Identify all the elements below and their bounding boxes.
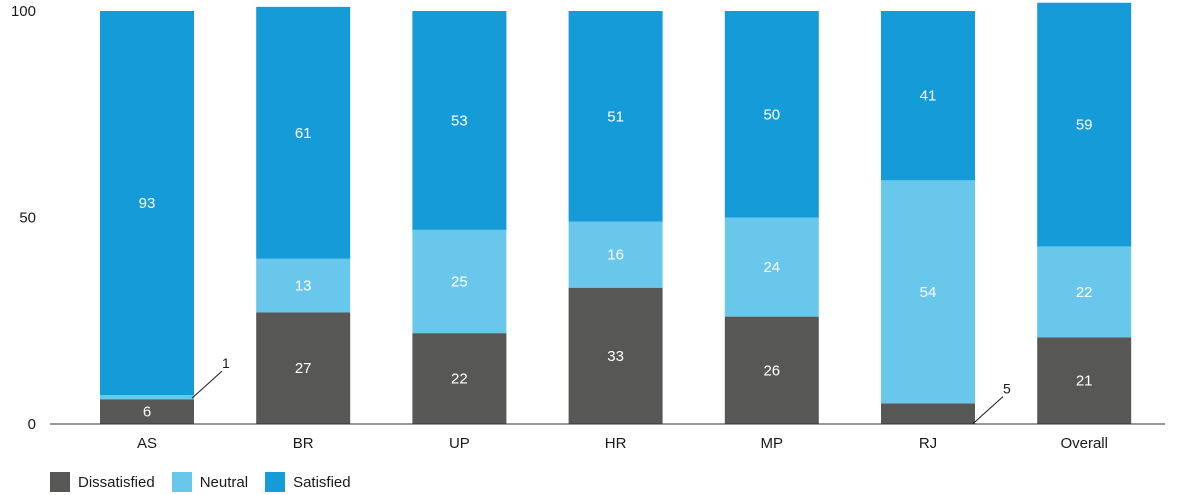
data-label: 26 — [763, 362, 780, 379]
data-label: 6 — [143, 404, 151, 421]
y-tick-label: 0 — [28, 416, 36, 433]
callouts: 15 — [191, 355, 1011, 425]
callout-leader-line — [191, 370, 223, 399]
data-label: 24 — [763, 259, 780, 276]
data-label: 61 — [295, 125, 312, 142]
bar-segment-dissatisfied-br — [256, 312, 351, 424]
x-tick-label: RJ — [919, 435, 937, 452]
x-tick-label: BR — [293, 435, 314, 452]
data-label: 59 — [1076, 117, 1093, 134]
x-tick-label: AS — [137, 435, 157, 452]
bar-segment-neutral-mp — [724, 217, 819, 317]
bar-segment-neutral-overall — [1037, 246, 1132, 338]
legend-item-dissatisfied: Dissatisfied — [50, 472, 155, 492]
legend-item-satisfied: Satisfied — [265, 472, 351, 492]
data-label: 16 — [607, 247, 624, 264]
y-axis: 0 50 100 — [11, 3, 36, 433]
legend-label: Neutral — [199, 473, 249, 491]
callout-label: 1 — [222, 355, 230, 371]
legend-swatch — [171, 472, 192, 492]
callout-leader-line — [972, 396, 1004, 425]
x-tick-label: MP — [761, 435, 784, 452]
bar-segment-neutral-up — [412, 229, 507, 334]
data-label: 54 — [920, 284, 937, 301]
callout-label: 5 — [1003, 381, 1011, 397]
legend: Dissatisfied Neutral Satisfied — [50, 472, 368, 492]
bar-segment-dissatisfied-overall — [1037, 337, 1132, 424]
data-label: 53 — [451, 112, 468, 129]
data-label: 22 — [451, 371, 468, 388]
legend-item-neutral: Neutral — [171, 472, 249, 492]
data-label: 22 — [1076, 284, 1093, 301]
bar-segment-satisfied-overall — [1037, 2, 1132, 247]
data-label: 50 — [763, 106, 780, 123]
x-axis-categories: AS BR UP HR MP RJ Overall — [137, 435, 1108, 452]
data-label: 27 — [295, 360, 312, 377]
bar-segment-dissatisfied-rj — [881, 403, 975, 424]
data-label: 41 — [920, 88, 937, 105]
data-label: 33 — [607, 348, 624, 365]
bars — [100, 2, 1132, 424]
data-label: 13 — [295, 278, 312, 295]
bar-segment-satisfied-as — [100, 11, 194, 396]
legend-swatch — [265, 472, 286, 492]
y-tick-label: 100 — [11, 3, 36, 20]
bar-segment-satisfied-mp — [724, 11, 819, 218]
bar-segment-satisfied-up — [412, 11, 507, 230]
bar-segment-satisfied-br — [256, 6, 351, 259]
bar-segment-dissatisfied-hr — [568, 287, 663, 424]
legend-swatch — [50, 472, 70, 492]
bar-segment-dissatisfied-mp — [724, 316, 819, 424]
x-tick-label: UP — [449, 435, 470, 452]
bar-segment-dissatisfied-up — [412, 333, 507, 424]
bar-segment-neutral-rj — [881, 180, 975, 404]
x-tick-label: HR — [605, 435, 627, 452]
legend-label: Dissatisfied — [78, 473, 155, 491]
bar-segment-satisfied-rj — [881, 11, 975, 181]
data-label: 21 — [1076, 373, 1093, 390]
y-tick-label: 50 — [19, 210, 36, 227]
data-label: 51 — [607, 108, 624, 125]
bar-segment-neutral-as — [100, 395, 194, 400]
bar-segment-dissatisfied-as — [100, 399, 194, 424]
legend-label: Satisfied — [293, 473, 351, 491]
bar-segment-neutral-hr — [568, 221, 663, 288]
x-tick-label: Overall — [1060, 435, 1108, 452]
bar-segment-neutral-br — [256, 258, 351, 313]
bar-segment-satisfied-hr — [568, 11, 663, 222]
data-label: 25 — [451, 274, 468, 291]
data-label: 93 — [139, 195, 156, 212]
